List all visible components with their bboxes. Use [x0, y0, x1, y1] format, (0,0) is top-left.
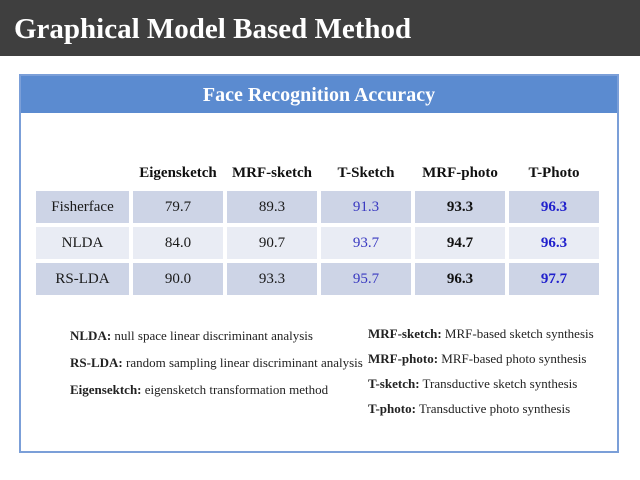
row-label: Fisherface [36, 191, 129, 223]
table-cell: 93.3 [415, 191, 505, 223]
table-cell: 97.7 [509, 263, 599, 295]
table-cell: 93.7 [321, 227, 411, 259]
column-header-mrf-sketch: MRF-sketch [232, 164, 312, 181]
footnote-eigensketch: Eigensektch: eigensketch transformation … [70, 382, 363, 397]
footnote-desc: eigensketch transformation method [141, 382, 329, 397]
table-cell: 96.3 [509, 191, 599, 223]
footnote-t-sketch: T-sketch: Transductive sketch synthesis [368, 376, 594, 391]
footnote-desc: Transductive photo synthesis [415, 401, 571, 416]
table-cell: 94.7 [415, 227, 505, 259]
table-cell: 79.7 [133, 191, 223, 223]
footnote-desc: random sampling linear discriminant anal… [122, 355, 363, 370]
table-row-fisherface: Fisherface 79.7 89.3 91.3 93.3 96.3 [36, 191, 599, 223]
footnote-term: T-photo: [368, 401, 416, 416]
table-cell: 95.7 [321, 263, 411, 295]
row-label: RS-LDA [36, 263, 129, 295]
table-cell: 93.3 [227, 263, 317, 295]
footnote-t-photo: T-photo: Transductive photo synthesis [368, 401, 594, 416]
footnote-mrf-sketch: MRF-sketch: MRF-based sketch synthesis [368, 326, 594, 341]
table-cell: 90.7 [227, 227, 317, 259]
table-row-nlda: NLDA 84.0 90.7 93.7 94.7 96.3 [36, 227, 599, 259]
column-header-t-sketch: T-Sketch [337, 164, 395, 181]
row-label: NLDA [36, 227, 129, 259]
slide-title-bar: Graphical Model Based Method [0, 0, 640, 56]
table-row-rs-lda: RS-LDA 90.0 93.3 95.7 96.3 97.7 [36, 263, 599, 295]
table-header-row: Eigensketch MRF-sketch T-Sketch MRF-phot… [36, 159, 599, 187]
panel-header-title: Face Recognition Accuracy [21, 76, 617, 113]
footnotes-right-block: MRF-sketch: MRF-based sketch synthesis M… [368, 326, 594, 426]
footnote-mrf-photo: MRF-photo: MRF-based photo synthesis [368, 351, 594, 366]
column-header-eigensketch: Eigensketch [139, 164, 217, 181]
table-cell: 90.0 [133, 263, 223, 295]
footnote-term: MRF-photo: [368, 351, 439, 366]
footnote-desc: MRF-based sketch synthesis [441, 326, 594, 341]
footnote-term: Eigensektch: [70, 382, 142, 397]
table-cell: 89.3 [227, 191, 317, 223]
footnote-term: T-sketch: [368, 376, 420, 391]
footnote-nlda: NLDA: null space linear discriminant ana… [70, 328, 363, 343]
slide-title: Graphical Model Based Method [14, 13, 412, 45]
footnote-rs-lda: RS-LDA: random sampling linear discrimin… [70, 355, 363, 370]
column-header-mrf-photo: MRF-photo [422, 164, 498, 181]
footnote-term: MRF-sketch: [368, 326, 442, 341]
footnote-term: RS-LDA: [70, 355, 123, 370]
accuracy-panel: Face Recognition Accuracy Eigensketch MR… [19, 74, 619, 453]
footnote-desc: MRF-based photo synthesis [438, 351, 587, 366]
table-cell: 96.3 [509, 227, 599, 259]
results-table: Eigensketch MRF-sketch T-Sketch MRF-phot… [32, 155, 603, 299]
table-cell: 84.0 [133, 227, 223, 259]
table-cell: 96.3 [415, 263, 505, 295]
footnote-desc: null space linear discriminant analysis [111, 328, 313, 343]
footnote-desc: Transductive sketch synthesis [419, 376, 578, 391]
column-header-blank [36, 159, 129, 187]
table-cell: 91.3 [321, 191, 411, 223]
footnote-term: NLDA: [70, 328, 112, 343]
column-header-t-photo: T-Photo [528, 164, 580, 181]
footnotes-left-block: NLDA: null space linear discriminant ana… [70, 328, 363, 409]
